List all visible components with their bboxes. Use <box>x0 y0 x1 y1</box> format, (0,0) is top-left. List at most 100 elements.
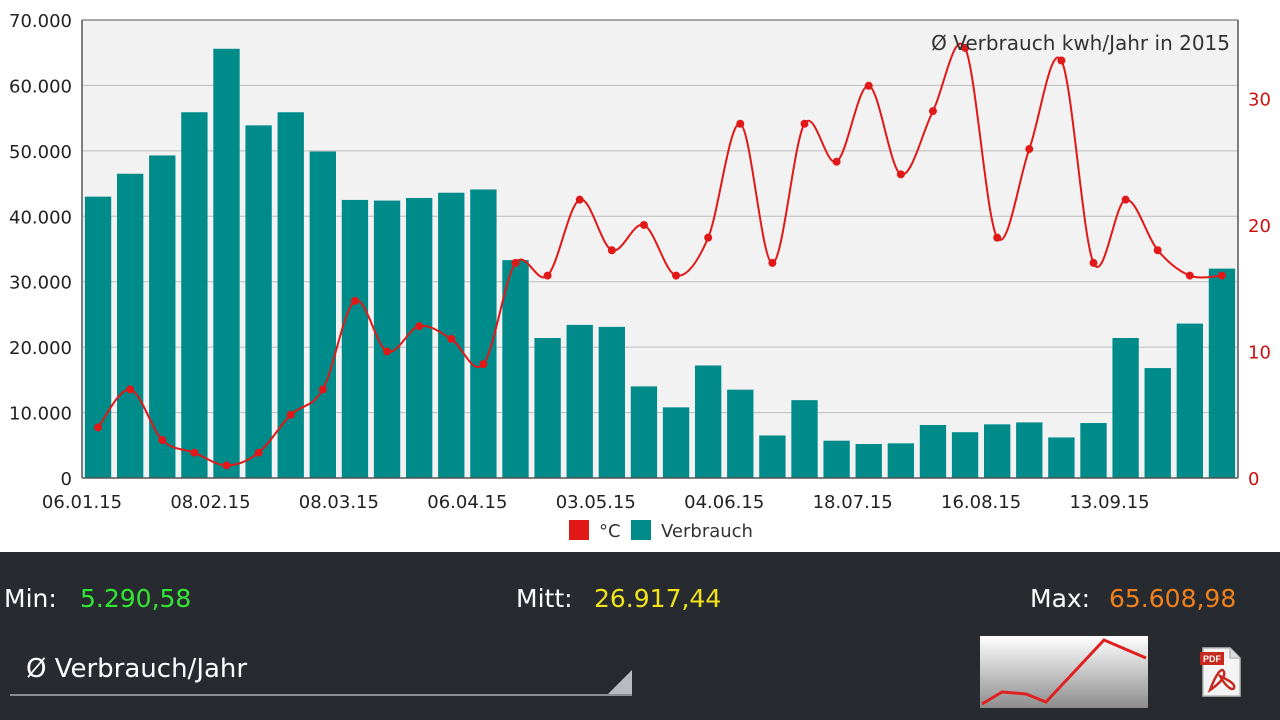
temperature-point-32 <box>1121 195 1130 204</box>
bar-verbrauch-16 <box>598 326 625 478</box>
bar-verbrauch-8 <box>341 199 369 478</box>
temperature-point-2 <box>158 436 167 445</box>
line-chart-icon <box>980 636 1148 708</box>
bar-verbrauch-21 <box>759 435 786 478</box>
temperature-point-34 <box>1185 271 1194 280</box>
y-left-tick-label: 70.000 <box>9 11 72 32</box>
x-tick-label: 03.05.15 <box>556 492 636 513</box>
temperature-point-22 <box>800 119 809 128</box>
bar-verbrauch-30 <box>1048 437 1075 478</box>
temperature-point-6 <box>286 410 295 419</box>
bar-verbrauch-20 <box>727 389 754 478</box>
temperature-point-30 <box>1057 56 1066 65</box>
max-value: 65.608,98 <box>1109 584 1237 613</box>
legend-swatch-verbrauch <box>631 520 651 540</box>
x-tick-label: 04.06.15 <box>684 492 764 513</box>
bar-verbrauch-19 <box>695 365 722 478</box>
bar-verbrauch-2 <box>149 155 176 479</box>
temperature-point-13 <box>511 258 520 267</box>
average-label: Mitt: <box>516 584 573 613</box>
temperature-point-16 <box>607 246 616 255</box>
temperature-point-23 <box>832 157 841 166</box>
temperature-point-26 <box>928 107 937 116</box>
bar-verbrauch-18 <box>662 407 690 478</box>
y-right-tick-label: 20 <box>1248 216 1271 237</box>
x-tick-label: 08.03.15 <box>299 492 379 513</box>
x-tick-label: 08.02.15 <box>170 492 250 513</box>
x-tick-label: 06.04.15 <box>427 492 507 513</box>
temperature-point-15 <box>575 195 584 204</box>
metric-dropdown[interactable]: Ø Verbrauch/Jahr <box>10 640 632 696</box>
temperature-point-29 <box>1025 145 1034 154</box>
y-left-tick-label: 40.000 <box>9 207 72 228</box>
temperature-point-5 <box>254 448 263 457</box>
y-left-tick-label: 20.000 <box>9 338 72 359</box>
y-left-tick-label: 60.000 <box>9 76 72 97</box>
bar-verbrauch-35 <box>1208 268 1236 478</box>
bar-verbrauch-3 <box>181 112 208 479</box>
bar-verbrauch-6 <box>277 112 304 479</box>
bar-verbrauch-1 <box>117 173 144 478</box>
temperature-point-21 <box>768 258 777 267</box>
pdf-badge-text: PDF <box>1203 654 1222 664</box>
y-left-tick-label: 30.000 <box>9 273 72 294</box>
temperature-point-20 <box>736 119 745 128</box>
temperature-point-19 <box>704 233 713 242</box>
temperature-point-31 <box>1089 258 1098 267</box>
pdf-icon: PDF <box>1200 647 1241 697</box>
x-tick-label: 18.07.15 <box>813 492 893 513</box>
min-value: 5.290,58 <box>80 584 192 613</box>
x-tick-label: 06.01.15 <box>42 492 122 513</box>
bar-verbrauch-17 <box>630 386 658 478</box>
temperature-point-8 <box>350 296 359 305</box>
temperature-point-17 <box>639 220 648 229</box>
bar-verbrauch-32 <box>1112 337 1139 478</box>
consumption-chart: 0 10.000 20.000 30.000 40.000 50.000 60.000 70.… <box>9 11 1271 542</box>
temperature-point-9 <box>383 347 392 356</box>
chart-area: 0 10.000 20.000 30.000 40.000 50.000 60.000 70.… <box>9 11 1271 542</box>
temperature-point-25 <box>896 170 905 179</box>
bar-verbrauch-10 <box>406 197 433 479</box>
y-left-tick-label: 0 <box>61 469 72 490</box>
y-right-tick-label: 30 <box>1248 89 1271 110</box>
bar-verbrauch-27 <box>951 432 979 478</box>
legend-label-verbrauch: Verbrauch <box>661 521 753 542</box>
temperature-point-12 <box>479 360 488 369</box>
y-left-tick-label: 10.000 <box>9 404 72 425</box>
temperature-point-1 <box>126 385 135 394</box>
dropdown-arrow-icon <box>608 670 632 694</box>
legend-swatch-temperature <box>569 520 589 540</box>
temperature-point-11 <box>447 334 456 343</box>
bar-verbrauch-4 <box>213 48 240 478</box>
bar-verbrauch-14 <box>534 337 561 478</box>
bar-verbrauch-34 <box>1176 323 1203 478</box>
temperature-point-3 <box>190 448 199 457</box>
chart-type-button[interactable] <box>980 636 1148 708</box>
bar-verbrauch-13 <box>502 260 529 478</box>
bar-verbrauch-22 <box>791 400 818 478</box>
export-pdf-button[interactable]: PDF <box>1200 646 1242 698</box>
bar-verbrauch-0 <box>84 196 112 478</box>
bar-verbrauch-15 <box>566 324 593 478</box>
temperature-point-10 <box>415 322 424 331</box>
bar-verbrauch-5 <box>245 125 272 478</box>
x-tick-label: 16.08.15 <box>941 492 1021 513</box>
average-value: 26.917,44 <box>594 584 722 613</box>
y-right-tick-label: 10 <box>1248 342 1271 363</box>
bar-verbrauch-33 <box>1144 368 1171 478</box>
chart-title: Ø Verbrauch kwh/Jahr in 2015 <box>931 31 1230 55</box>
temperature-line <box>97 42 1222 467</box>
temperature-point-27 <box>961 43 970 52</box>
bar-verbrauch-31 <box>1080 423 1107 478</box>
y-right-tick-label: 0 <box>1248 469 1259 490</box>
bar-verbrauch-26 <box>919 425 947 478</box>
temperature-point-14 <box>543 271 552 280</box>
temperature-point-35 <box>1217 271 1226 280</box>
temperature-point-0 <box>94 423 103 432</box>
y-left-tick-label: 50.000 <box>9 142 72 163</box>
temperature-point-24 <box>864 81 873 90</box>
legend-label-temperature: °C <box>599 521 621 542</box>
bar-verbrauch-29 <box>1016 422 1043 478</box>
x-tick-label: 13.09.15 <box>1069 492 1149 513</box>
bar-verbrauch-25 <box>887 443 914 478</box>
